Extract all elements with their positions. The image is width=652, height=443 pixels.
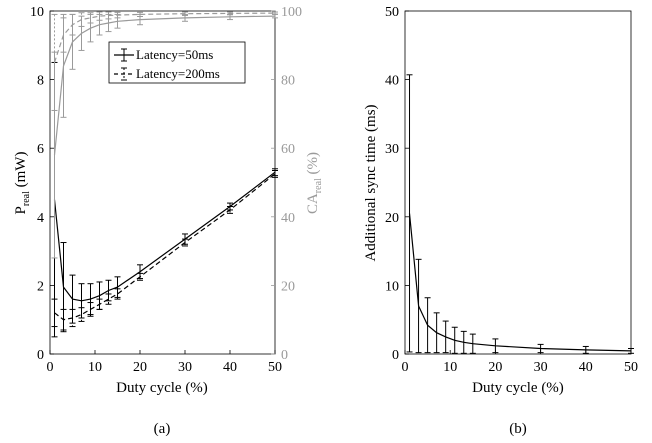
panel-a-errorbar bbox=[272, 11, 278, 15]
panel-a-errorbar bbox=[105, 11, 112, 20]
panel-a-errorbar bbox=[60, 242, 67, 333]
panel-a-series-line-2 bbox=[53, 15, 276, 156]
panel-b-xtick-label: 0 bbox=[402, 360, 409, 375]
panel-b-errorbar bbox=[451, 326, 458, 354]
panel-a-errorbar bbox=[87, 12, 94, 24]
panel-a-ytick-right-label: 60 bbox=[281, 142, 295, 157]
panel-a-errorbar bbox=[69, 13, 76, 36]
panel-a-xtick-label: 0 bbox=[47, 360, 54, 375]
panel-a-xtick-label: 20 bbox=[133, 360, 147, 375]
panel-b-ytick-label: 0 bbox=[392, 348, 399, 363]
panel-a-errorbar bbox=[114, 288, 121, 300]
panel-a-errorbar bbox=[227, 11, 233, 16]
panel-a-ytick-right-label: 80 bbox=[281, 74, 295, 89]
panel-a-errorbar bbox=[182, 238, 188, 247]
panel-b-ticks: 0 10 20 30 40 50 0 10 20 30 40 50 bbox=[385, 5, 638, 375]
panel-a-ytick-label: 8 bbox=[37, 74, 44, 89]
panel-a-ytick-right-label: 40 bbox=[281, 211, 295, 226]
panel-a-errorbar bbox=[87, 302, 94, 317]
panel-b-errorbar bbox=[469, 333, 476, 354]
panel-a-errorbar bbox=[114, 11, 121, 19]
panel-b-xtick-label: 20 bbox=[488, 360, 502, 375]
ylabel-left-sub: real bbox=[21, 191, 32, 206]
panel-b-caption: (b) bbox=[509, 421, 527, 437]
panel-a-errorbar bbox=[96, 298, 103, 310]
panel-a-xlabel: Duty cycle (%) bbox=[116, 380, 208, 396]
panel-a-ylabel-left: Preal (mW) bbox=[13, 152, 32, 215]
panel-a-ytick-right-label: 20 bbox=[281, 279, 295, 294]
panel-b-errorbar bbox=[460, 330, 467, 354]
panel-b-errorbar bbox=[415, 258, 422, 354]
panel-a-ylabel-right: CAreal (%) bbox=[305, 152, 324, 214]
panel-a-errorbar bbox=[78, 12, 85, 27]
panel-a-errorbar bbox=[60, 308, 67, 331]
panel-b-ytick-label: 20 bbox=[385, 211, 399, 226]
panel-b-ytick-label: 40 bbox=[385, 74, 399, 89]
panel-b-series-line-0 bbox=[408, 213, 632, 352]
panel-b-errorbar bbox=[406, 74, 413, 353]
panel-a-errorbar bbox=[51, 298, 58, 328]
ylabel-right-unit: (%) bbox=[305, 152, 321, 178]
legend-entry-200ms: Latency=200ms bbox=[114, 66, 220, 81]
panel-a-xtick-label: 30 bbox=[178, 360, 192, 375]
panel-b-ytick-label: 50 bbox=[385, 5, 399, 20]
panel-a-caption: (a) bbox=[154, 421, 171, 437]
panel-b-xtick-label: 50 bbox=[624, 360, 638, 375]
panel-a-legend: Latency=50ms Latency=200ms bbox=[108, 41, 246, 84]
panel-b-ylabel: Additional sync time (ms) bbox=[363, 104, 379, 261]
legend-label-200ms: Latency=200ms bbox=[136, 66, 220, 81]
panel-a-ytick-right-label: 100 bbox=[281, 5, 302, 20]
panel-a-ytick-label: 0 bbox=[37, 348, 44, 363]
legend-box bbox=[108, 41, 246, 84]
panel-a-ytick-label: 2 bbox=[37, 279, 44, 294]
panel-a-errorbar bbox=[78, 307, 85, 322]
legend-entry-50ms: Latency=50ms bbox=[114, 47, 213, 62]
panel-b-xlabel: Duty cycle (%) bbox=[472, 380, 564, 396]
ylabel-right-main: CA bbox=[305, 193, 321, 214]
panel-a-ytick-label: 10 bbox=[30, 5, 44, 20]
panel-b-errorbar bbox=[442, 320, 449, 354]
panel-b-errorbar bbox=[424, 297, 431, 354]
panel-a-errorbar bbox=[60, 17, 67, 53]
panel-a-ytick-right-label: 0 bbox=[281, 348, 288, 363]
panel-a-ytick-label: 4 bbox=[37, 211, 44, 226]
panel-b-xtick-label: 10 bbox=[443, 360, 457, 375]
panel-a-errorbar bbox=[137, 272, 143, 281]
panel-a-ytick-label: 6 bbox=[37, 142, 44, 157]
panel-a-errorbar bbox=[96, 11, 103, 21]
panel-a-series-line-0 bbox=[53, 171, 276, 302]
panel-b-errorbar bbox=[433, 312, 440, 354]
panel-a-errorbar bbox=[105, 293, 112, 305]
panel-b-plot-frame bbox=[404, 10, 632, 355]
panel-a-errorbar bbox=[272, 169, 278, 178]
panel-b-ytick-label: 10 bbox=[385, 279, 399, 294]
panel-a-errorbar bbox=[182, 11, 188, 16]
panel-a-marks bbox=[51, 11, 278, 338]
panel-a-xtick-label: 50 bbox=[268, 360, 282, 375]
panel-a-errorbar bbox=[227, 206, 233, 214]
panel-a-series-line-3 bbox=[53, 12, 276, 63]
panel-b-xtick-label: 30 bbox=[534, 360, 548, 375]
ylabel-left-unit: (mW) bbox=[13, 152, 29, 192]
ylabel-right-sub: real bbox=[313, 178, 324, 193]
panel-a-xtick-label: 10 bbox=[88, 360, 102, 375]
panel-a-xtick-label: 40 bbox=[223, 360, 237, 375]
panel-a-series-line-1 bbox=[54, 173, 276, 321]
ylabel-left-main: P bbox=[13, 206, 29, 214]
panel-b-xtick-label: 40 bbox=[579, 360, 593, 375]
panel-b-marks bbox=[406, 74, 634, 354]
panel-a-errorbar bbox=[51, 13, 58, 111]
panel-a-errorbar bbox=[69, 308, 76, 328]
panel-a-errorbar bbox=[137, 11, 143, 17]
legend-label-50ms: Latency=50ms bbox=[136, 47, 213, 62]
panel-b: 0 10 20 30 40 50 0 10 20 30 40 50 Duty cycle (%) Ad… bbox=[363, 5, 638, 437]
panel-b-ytick-label: 30 bbox=[385, 142, 399, 157]
